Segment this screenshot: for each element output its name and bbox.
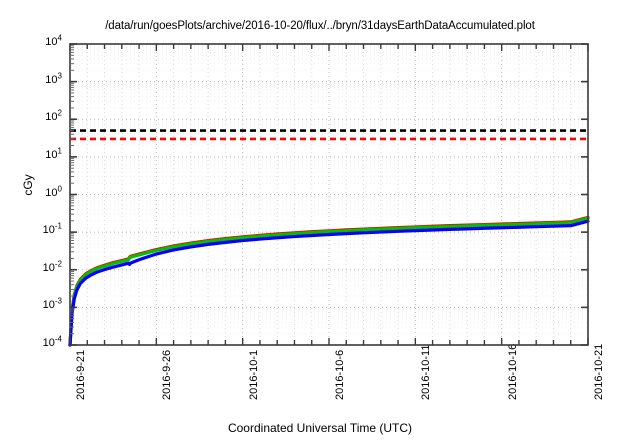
y-axis-tick-label: 10-2 [42, 259, 62, 274]
y-axis-tick-label: 104 [45, 33, 62, 48]
page-title: /data/run/goesPlots/archive/2016-10-20/f… [105, 20, 535, 32]
y-axis-tick-label: 100 [45, 183, 62, 199]
y-axis-tick-label: 101 [45, 146, 62, 161]
y-axis-tick-label: 103 [45, 70, 62, 86]
y-axis-tick-label: 10-3 [42, 296, 62, 312]
y-axis-tick-label: 102 [45, 108, 62, 124]
x-axis-label: Coordinated Universal Time (UTC) [227, 421, 413, 435]
data-series [68, 215, 590, 347]
lower-blue-series [68, 219, 590, 347]
y-axis-tick-label: 10-1 [42, 221, 62, 237]
threshold-lines [70, 129, 588, 141]
axis-ticks [69, 43, 589, 346]
middle-green-series [68, 216, 590, 347]
y-axis-tick-label: 10-4 [42, 334, 62, 349]
